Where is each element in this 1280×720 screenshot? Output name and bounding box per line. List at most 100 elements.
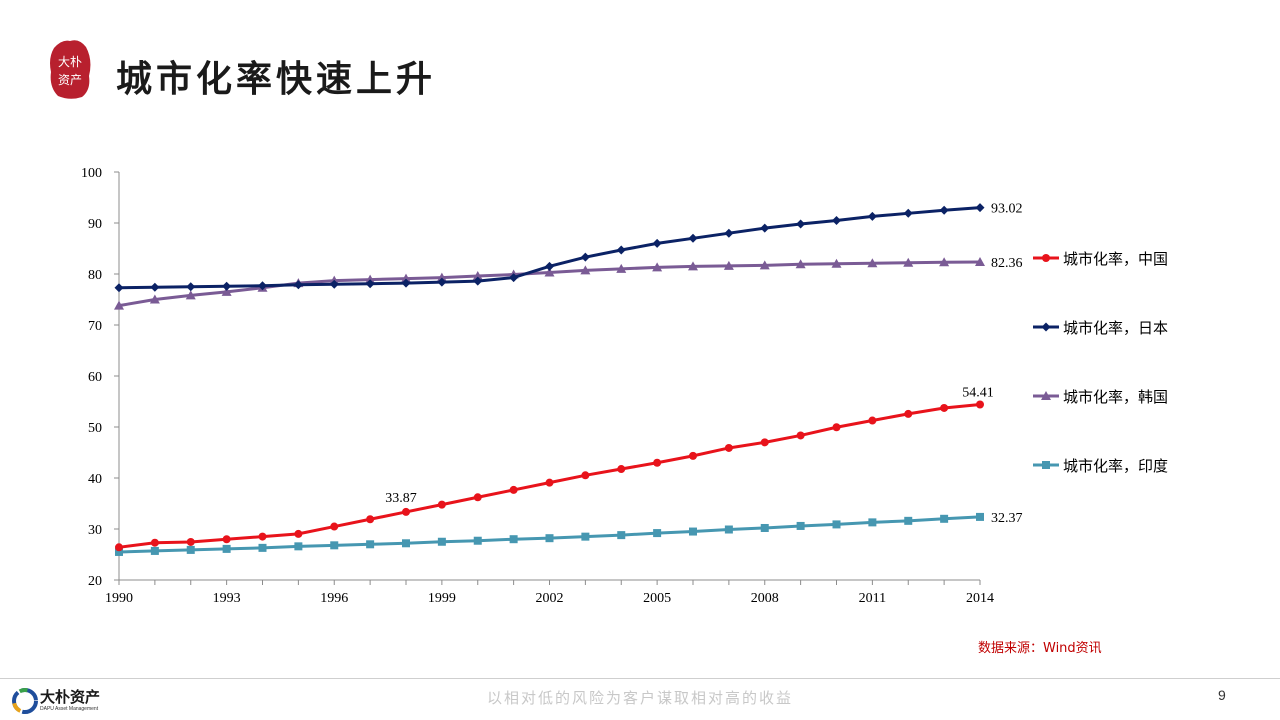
data-point <box>402 507 410 516</box>
y-tick-label: 70 <box>88 319 102 334</box>
data-point <box>545 261 554 271</box>
data-point <box>293 280 303 290</box>
brand-subtitle: DAPU Asset Management <box>40 706 99 712</box>
data-point <box>294 529 303 538</box>
data-point <box>365 279 375 289</box>
x-tick-label: 1993 <box>213 591 241 606</box>
data-point <box>401 273 411 283</box>
data-point <box>868 518 877 527</box>
legend-label: 城市化率，中国 <box>1063 250 1168 268</box>
x-tick-label: 1996 <box>320 591 348 606</box>
data-point <box>723 260 734 270</box>
y-tick-label: 100 <box>81 166 102 181</box>
brand-logo-icon <box>12 688 38 714</box>
data-point <box>616 263 627 273</box>
data-point <box>401 278 411 288</box>
data-point <box>940 403 949 412</box>
x-tick-label: 2002 <box>536 591 564 606</box>
data-point <box>903 257 914 267</box>
data-point <box>688 261 698 271</box>
series-line <box>118 403 981 549</box>
data-point <box>760 523 769 532</box>
footer-divider <box>0 678 1280 679</box>
data-point <box>724 525 733 534</box>
data-point <box>617 465 626 474</box>
data-point <box>903 208 913 218</box>
data-point <box>221 286 232 296</box>
data-point <box>939 205 949 215</box>
x-tick-label: 2005 <box>643 591 671 606</box>
data-point <box>186 282 196 292</box>
data-point <box>796 521 805 530</box>
data-point <box>366 515 375 524</box>
legend-marker <box>1041 391 1051 400</box>
seal-text-bottom: 资产 <box>58 73 82 87</box>
legend-label: 城市化率，印度 <box>1063 457 1168 475</box>
data-point <box>186 537 195 546</box>
page-title: 城市化率快速上升 <box>116 58 437 100</box>
data-point <box>258 532 267 541</box>
legend-marker <box>1041 322 1051 332</box>
data-point <box>832 215 841 225</box>
x-tick-label: 2011 <box>859 591 886 606</box>
data-point <box>760 438 769 447</box>
data-point <box>581 532 590 541</box>
data-point <box>222 544 231 553</box>
data-point <box>222 535 231 544</box>
data-label: 93.02 <box>991 202 1023 217</box>
data-point <box>975 203 985 213</box>
data-point <box>185 290 196 300</box>
data-label: 54.41 <box>962 386 994 401</box>
data-point <box>796 431 805 440</box>
data-point <box>150 546 159 555</box>
y-tick-label: 90 <box>88 217 102 232</box>
data-point <box>473 276 483 286</box>
data-point <box>976 400 984 409</box>
data-label: 33.87 <box>385 491 417 506</box>
data-point <box>114 300 124 310</box>
data-point <box>330 522 339 531</box>
legend-label: 城市化率，日本 <box>1063 319 1168 337</box>
data-point <box>366 540 375 549</box>
data-point <box>509 485 518 494</box>
legend-label: 城市化率，韩国 <box>1063 388 1168 406</box>
data-point <box>652 262 663 272</box>
data-point <box>544 267 555 277</box>
data-point <box>329 279 339 289</box>
data-point <box>653 529 662 538</box>
data-point <box>473 493 482 502</box>
data-point <box>976 512 984 521</box>
data-point <box>796 219 806 229</box>
data-point <box>868 416 877 425</box>
data-point <box>904 409 913 418</box>
legend-marker <box>1042 254 1050 262</box>
data-point <box>688 233 698 243</box>
data-point <box>795 259 806 269</box>
data-label: 82.36 <box>991 256 1023 271</box>
y-tick-label: 80 <box>88 268 102 283</box>
data-point <box>940 514 949 523</box>
data-point <box>545 478 554 487</box>
source-note: 数据来源：Wind资讯 <box>978 641 1102 656</box>
data-point <box>330 541 339 550</box>
data-point <box>580 265 591 275</box>
y-tick-label: 30 <box>88 523 102 538</box>
footer-slogan: 以相对低的风险为客户谋取相对高的收益 <box>486 689 793 707</box>
data-label: 32.37 <box>991 511 1023 526</box>
x-tick-label: 2014 <box>966 591 994 606</box>
seal-logo: 大朴 资产 <box>50 40 91 99</box>
data-point <box>509 273 519 283</box>
data-point <box>867 211 877 221</box>
data-point <box>724 443 733 452</box>
data-point <box>724 228 734 238</box>
data-point <box>616 245 626 255</box>
data-point <box>832 520 841 529</box>
data-point <box>689 527 697 536</box>
data-point <box>509 535 518 544</box>
data-point <box>689 451 697 460</box>
x-tick-label: 2008 <box>751 591 779 606</box>
data-point <box>114 283 124 293</box>
data-point <box>150 282 160 292</box>
y-tick-label: 40 <box>88 472 102 487</box>
